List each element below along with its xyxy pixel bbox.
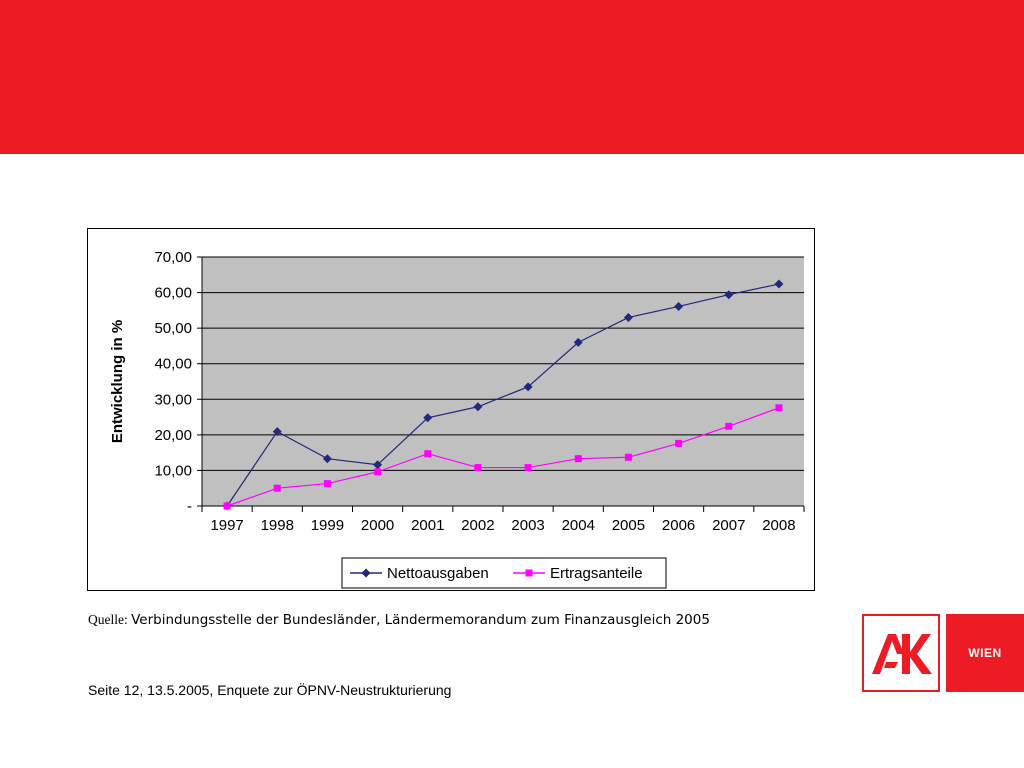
y-tick-label: - [187,498,192,515]
data-point [322,454,332,464]
data-point [323,480,331,488]
y-axis-label: Entwicklung in % [109,320,126,443]
y-tick-label: 70,00 [154,249,192,266]
x-tick-label: 2006 [662,517,695,534]
x-tick-label: 2001 [411,517,444,534]
data-point [423,413,433,423]
data-point [725,422,733,430]
ak-logo [862,614,940,692]
data-point [624,453,632,461]
y-tick-label: 40,00 [154,356,192,373]
chart-frame: - 10,00 20,00 30,00 40,00 50,00 60,00 70,00 1997… [87,228,815,591]
legend-marker [525,569,533,577]
y-tick-label: 30,00 [154,391,192,408]
x-tick-label: 2002 [461,517,494,534]
x-tick-label: 2005 [612,517,645,534]
data-point [675,439,683,447]
series-line-nettoausgaben [226,283,780,507]
data-point [674,301,684,311]
y-tick-label: 50,00 [154,320,192,337]
data-point [272,427,282,437]
data-point [474,464,482,472]
data-point [774,279,784,289]
x-tick-label: 1998 [261,517,294,534]
y-tick-label: 10,00 [154,462,192,479]
data-point [724,290,734,300]
data-point [223,502,231,510]
data-point [523,382,533,392]
header-band [0,0,1024,154]
x-tick-label: 2004 [562,517,595,534]
data-point [374,468,382,476]
source-note: Quelle: Verbindungsstelle der Bundesländ… [88,612,710,628]
data-point [273,484,281,492]
x-tick-label: 2000 [361,517,394,534]
data-point [473,402,483,412]
legend-marker [361,568,371,578]
data-point [373,460,383,470]
legend-label: Ertragsanteile [550,565,643,582]
data-point [524,464,532,472]
x-tick-label: 1997 [210,517,243,534]
y-tick-label: 60,00 [154,285,192,302]
data-point [573,337,583,347]
y-tick-label: 20,00 [154,427,192,444]
plot-area [202,257,804,506]
data-point [775,404,783,412]
x-tick-label: 2003 [511,517,544,534]
source-text: Verbindungsstelle der Bundesländer, Länd… [131,612,710,628]
data-point [574,455,582,463]
legend-box [341,557,667,589]
x-tick-label: 2008 [762,517,795,534]
x-tick-label: 2007 [712,517,745,534]
footer-text: Seite 12, 13.5.2005, Enquete zur ÖPNV-Ne… [88,682,452,698]
legend-label: Nettoausgaben [387,565,489,582]
data-point [424,450,432,458]
wien-logo: WIEN [946,614,1024,692]
ak-logo-mark [872,634,932,674]
data-point [623,312,633,322]
series-line-ertragsanteile [226,407,780,507]
source-label: Quelle: [88,612,132,627]
x-tick-label: 1999 [311,517,344,534]
line-chart: - 10,00 20,00 30,00 40,00 50,00 60,00 70,00 1997… [109,249,805,589]
